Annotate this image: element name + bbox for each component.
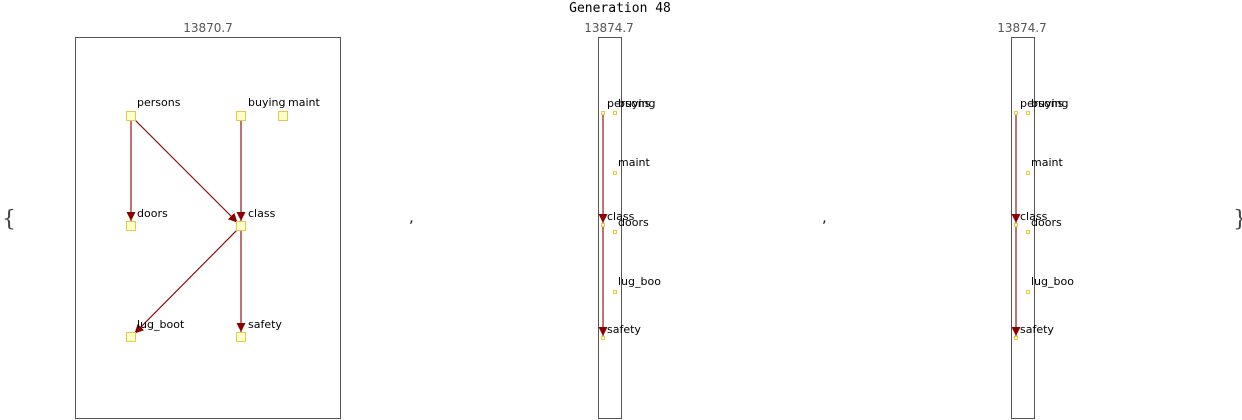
- node-label: lug_boo: [1031, 275, 1074, 288]
- node-label: persons: [137, 96, 181, 109]
- node-doors: [1026, 230, 1030, 234]
- panel-frame: [1011, 37, 1035, 419]
- node-label: doors: [618, 216, 649, 229]
- panel-score: 13874.7: [584, 21, 634, 35]
- node-label: doors: [137, 207, 168, 220]
- node-label: persons: [1020, 97, 1064, 110]
- node-label: buying: [1031, 97, 1068, 110]
- node-label: safety: [607, 323, 641, 336]
- node-label: lug_boo: [618, 275, 661, 288]
- node-label: buying: [618, 97, 655, 110]
- node-maint: [1026, 171, 1030, 175]
- node-persons: [126, 111, 136, 121]
- node-label: maint: [1031, 156, 1063, 169]
- node-doors: [126, 221, 136, 231]
- node-label: maint: [618, 156, 650, 169]
- node-label: doors: [1031, 216, 1062, 229]
- node-buying: [236, 111, 246, 121]
- node-maint: [278, 111, 288, 121]
- node-class: [1014, 223, 1018, 227]
- separator-comma: ,: [822, 208, 827, 226]
- node-buying: [1026, 111, 1030, 115]
- brace-open: {: [2, 207, 16, 232]
- node-label: buying: [248, 96, 285, 109]
- node-class: [601, 223, 605, 227]
- node-persons: [1014, 111, 1018, 115]
- node-label: persons: [607, 97, 651, 110]
- node-label: class: [248, 207, 276, 220]
- brace-close: }: [1233, 207, 1242, 232]
- node-label: class: [1020, 210, 1048, 223]
- panel-frame: [75, 37, 341, 419]
- edge-class-to-lug_boot: [134, 228, 239, 334]
- node-lug-boot: [126, 332, 136, 342]
- panel-score: 13874.7: [997, 21, 1047, 35]
- node-safety: [1014, 336, 1018, 340]
- node-lug-boot: [613, 290, 617, 294]
- separator-comma: ,: [409, 208, 414, 226]
- node-label: maint: [288, 96, 320, 109]
- node-label: safety: [1020, 323, 1054, 336]
- node-doors: [613, 230, 617, 234]
- node-label: safety: [248, 318, 282, 331]
- node-lug-boot: [1026, 290, 1030, 294]
- node-safety: [236, 332, 246, 342]
- panel-frame: [598, 37, 622, 419]
- node-label: class: [607, 210, 635, 223]
- node-buying: [613, 111, 617, 115]
- node-persons: [601, 111, 605, 115]
- node-class: [236, 221, 246, 231]
- panel-score: 13870.7: [183, 21, 233, 35]
- generation-title: Generation 48: [569, 1, 671, 16]
- node-maint: [613, 171, 617, 175]
- graph-panel-1: 13870.7 persons buying maint doors class lug_…: [75, 21, 341, 419]
- edge-persons-to-class: [133, 118, 238, 223]
- node-label: lug_boot: [137, 318, 185, 331]
- node-safety: [601, 336, 605, 340]
